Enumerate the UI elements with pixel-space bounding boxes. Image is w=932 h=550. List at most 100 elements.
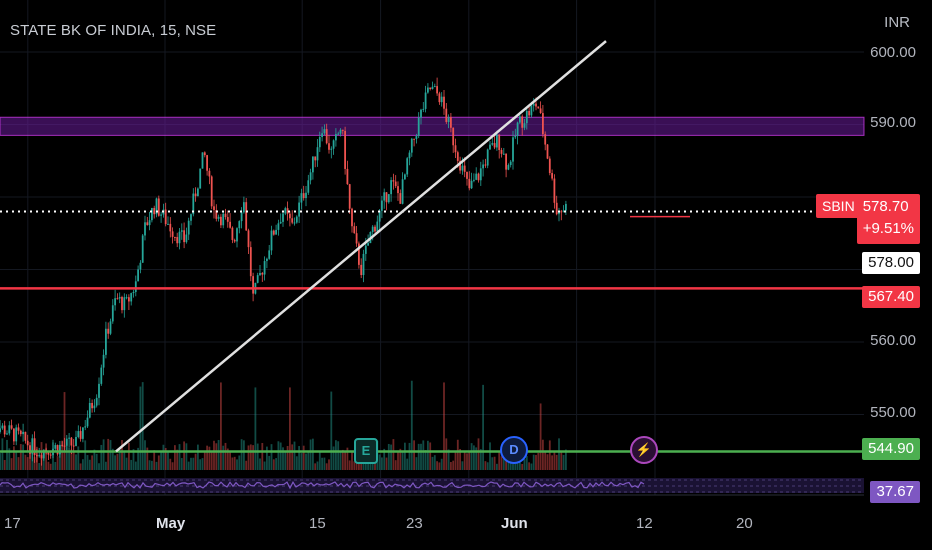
candle-body [542,113,544,135]
candle-body [114,298,116,306]
candle-body [443,96,445,109]
candle-body [293,222,296,224]
volume-bar [266,446,268,470]
volume-bar [305,453,307,470]
candle-body [404,174,406,180]
candle-body [236,228,238,242]
candle-body [291,218,294,223]
volume-bar [381,457,383,470]
x-tick-jun: Jun [501,515,528,532]
volume-bar [332,446,335,470]
candle-body [484,164,487,166]
volume-bar [38,463,41,470]
candle-body [284,208,287,214]
candle-body [473,179,475,181]
candle-body [325,129,328,144]
candle-body [277,223,280,230]
volume-bar [220,382,222,470]
candle-body [22,431,24,435]
volume-bar [107,438,110,470]
candle-body [307,180,310,193]
candle-body [408,152,411,159]
volume-bar [63,392,66,470]
volume-bar [307,452,310,470]
candle-body [79,431,82,439]
dividend-icon[interactable]: D [500,436,528,464]
candle-body [151,207,153,221]
candle-body [364,245,367,254]
candle-body [206,155,208,171]
candle-body [65,438,68,446]
volume-bar [185,443,188,470]
candle-body [544,134,547,145]
volume-bar [450,462,452,470]
volume-bar [187,461,190,470]
candle-body [454,145,457,153]
volume-bar [385,457,388,470]
volume-bar [82,459,84,470]
candle-body [477,173,480,181]
volume-bar [153,450,156,470]
volume-bar [466,453,468,470]
volume-bar [486,462,489,470]
candle-body [210,176,213,207]
volume-bar [404,442,406,470]
x-tick-23: 23 [406,515,423,532]
volume-bar [15,451,18,470]
candle-body [539,108,542,114]
split-icon[interactable]: ⚡ [630,436,658,464]
volume-bar [84,440,87,470]
candle-body [509,161,512,166]
volume-bar [155,461,158,470]
volume-bar [86,455,89,470]
candle-body [500,150,503,154]
currency-label: INR [884,14,910,31]
candle-body [502,153,505,155]
volume-bar [323,457,326,470]
resistance-zone [0,116,865,136]
candle-body [468,178,471,189]
candle-body [450,117,452,128]
volume-bar [70,449,73,470]
candle-body [489,144,491,150]
volume-bar [489,442,491,470]
candle-body [153,207,156,215]
candle-body [105,328,107,355]
volume-bar [507,458,510,470]
trend-line[interactable] [115,40,607,453]
volume-bar [413,440,415,470]
volume-bar [461,461,464,470]
volume-bar [378,454,381,470]
grid-lines [0,0,864,495]
candle-body [224,213,227,218]
volume-bar [275,458,277,470]
volume-bar [392,439,395,470]
horizontal-levels[interactable] [0,210,864,453]
candle-body [100,367,103,384]
volume-bar [482,384,484,470]
earnings-icon[interactable]: E [354,438,378,464]
volume-bar [56,456,59,470]
volume-bar [208,446,211,470]
candle-body [410,138,413,153]
volume-bar [65,445,68,470]
candle-body [197,188,199,197]
volume-bar [33,457,36,470]
volume-bar [353,461,356,470]
volume-bar [26,457,29,470]
candle-body [33,438,36,456]
volume-bar [77,446,80,470]
candle-body [261,273,264,275]
volume-bar [148,460,151,470]
volume-bar [222,445,225,470]
candle-body [146,222,149,226]
x-tick-20: 20 [736,515,753,532]
candle-body [491,143,494,145]
candle-body [38,455,41,457]
candle-body [118,297,121,299]
x-tick-may: May [156,515,186,532]
candle-body [548,158,551,174]
candle-body [40,455,43,459]
candle-body [420,109,422,118]
